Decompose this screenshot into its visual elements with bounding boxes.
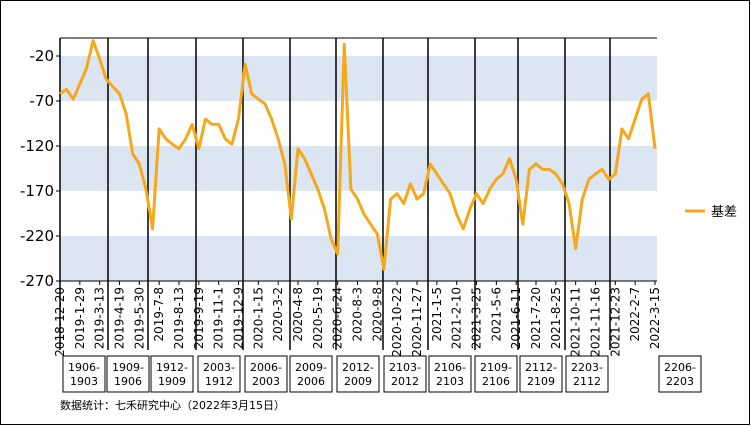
x-tick-label: 2020-3-2 [271, 287, 285, 341]
x-tick-label: 2020-8-3 [351, 287, 365, 341]
contract-box [383, 355, 427, 393]
x-tick-label: 2022-3-15 [648, 287, 662, 349]
contract-label: 2012- [342, 361, 374, 374]
y-tick-label: -270 [20, 272, 54, 290]
x-tick-label: 2020-10-22 [390, 287, 404, 357]
contract-label: 2109- [480, 361, 512, 374]
contract-label: 2006 [297, 375, 325, 388]
contract-box [658, 355, 702, 393]
contract-label: 1906 [114, 375, 142, 388]
x-tick-label: 2020-6-24 [331, 287, 345, 349]
contract-label: 1906- [68, 361, 100, 374]
contract-box [150, 355, 194, 393]
contract-label: 2103 [436, 375, 464, 388]
contract-label: 2009- [295, 361, 327, 374]
x-tick-label: 2021-6-11 [509, 287, 523, 349]
x-tick-label: 2019-12-9 [232, 287, 246, 349]
contract-box [197, 355, 241, 393]
x-tick-label: 2019-5-30 [132, 287, 146, 349]
contract-box [244, 355, 288, 393]
contract-label: 2106- [434, 361, 466, 374]
contract-label: 2003 [252, 375, 280, 388]
x-tick-label: 2019-3-13 [93, 287, 107, 349]
x-tick-label: 2021-12-23 [608, 287, 622, 357]
band [60, 146, 657, 191]
x-tick-label: 2020-11-27 [410, 287, 424, 357]
band [60, 56, 657, 101]
x-tick-label: 2020-4-8 [291, 287, 305, 341]
contract-box [428, 355, 472, 393]
contract-label: 2003- [203, 361, 235, 374]
x-tick-label: 2021-8-25 [549, 287, 563, 349]
x-tick-label: 2021-10-11 [569, 287, 583, 357]
contract-label: 2206- [664, 361, 696, 374]
contract-box [336, 355, 380, 393]
x-tick-label: 2020-9-8 [370, 287, 384, 341]
contract-label: 2203 [666, 375, 694, 388]
contract-box [474, 355, 518, 393]
x-tick-label: 2022-2-7 [628, 287, 642, 341]
contract-box [289, 355, 333, 393]
x-tick-label: 2019-8-13 [172, 287, 186, 349]
contract-label: 1912 [205, 375, 233, 388]
y-tick-label: -20 [30, 47, 55, 65]
x-tick-label: 2019-9-19 [192, 287, 206, 349]
contract-label: 2109 [527, 375, 555, 388]
contract-box [519, 355, 563, 393]
contract-label: 2112 [573, 375, 601, 388]
data-line [59, 39, 657, 271]
contract-label: 2103- [389, 361, 421, 374]
y-tick-label: -70 [30, 92, 55, 110]
contract-label: 2203- [571, 361, 603, 374]
contract-label: 1903 [70, 375, 98, 388]
contract-label: 2106 [482, 375, 510, 388]
source-note: 数据统计：七禾研究中心（2022年3月15日） [60, 398, 285, 412]
x-tick-label: 2021-5-6 [489, 287, 503, 341]
y-tick-label: -120 [20, 137, 54, 155]
y-tick-label: -220 [20, 227, 54, 245]
contract-box [62, 355, 106, 393]
x-tick-label: 2019-7-8 [152, 287, 166, 341]
contract-label: 2006- [250, 361, 282, 374]
x-tick-label: 2021-1-5 [430, 287, 444, 341]
x-tick-label: 2020-5-19 [311, 287, 325, 349]
contract-label: 1912- [156, 361, 188, 374]
contract-box [565, 355, 609, 393]
x-tick-label: 2019-4-19 [113, 287, 127, 349]
band [60, 236, 657, 281]
contract-label: 1909 [158, 375, 186, 388]
x-tick-label: 2021-2-10 [450, 287, 464, 349]
legend-label: 基差 [711, 205, 737, 220]
x-tick-label: 2021-7-20 [529, 287, 543, 349]
contract-label: 1909- [112, 361, 144, 374]
x-tick-label: 2021-3-25 [470, 287, 484, 349]
y-tick-label: -170 [20, 182, 54, 200]
x-tick-label: 2021-11-16 [589, 287, 603, 357]
contract-label: 2112- [525, 361, 557, 374]
contract-box [106, 355, 150, 393]
x-tick-label: 2019-11-1 [212, 287, 226, 349]
contract-label: 2012 [391, 375, 419, 388]
x-tick-label: 2018-12-20 [53, 287, 67, 357]
contract-label: 2009 [344, 375, 372, 388]
x-tick-label: 2020-1-15 [251, 287, 265, 349]
x-tick-label: 2019-1-29 [73, 287, 87, 349]
